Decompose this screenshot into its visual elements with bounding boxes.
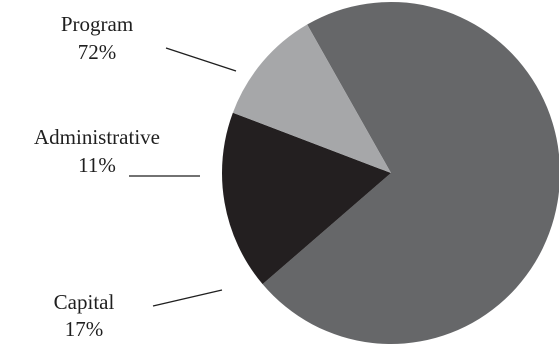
pie-slice-program bbox=[262, 2, 559, 344]
leader-line-program bbox=[165, 47, 237, 72]
slice-label-administrative: Administrative bbox=[34, 125, 160, 149]
slice-percent-program: 72% bbox=[78, 40, 117, 64]
slice-label-program: Program bbox=[61, 12, 133, 36]
slice-label-capital: Capital bbox=[54, 290, 115, 314]
slice-percent-capital: 17% bbox=[65, 317, 104, 341]
slice-percent-administrative: 11% bbox=[78, 153, 116, 177]
leader-line-capital bbox=[152, 289, 223, 307]
pie-slices bbox=[222, 2, 559, 344]
pie-slice-capital bbox=[222, 112, 391, 285]
pie-slice-administrative bbox=[232, 24, 391, 173]
